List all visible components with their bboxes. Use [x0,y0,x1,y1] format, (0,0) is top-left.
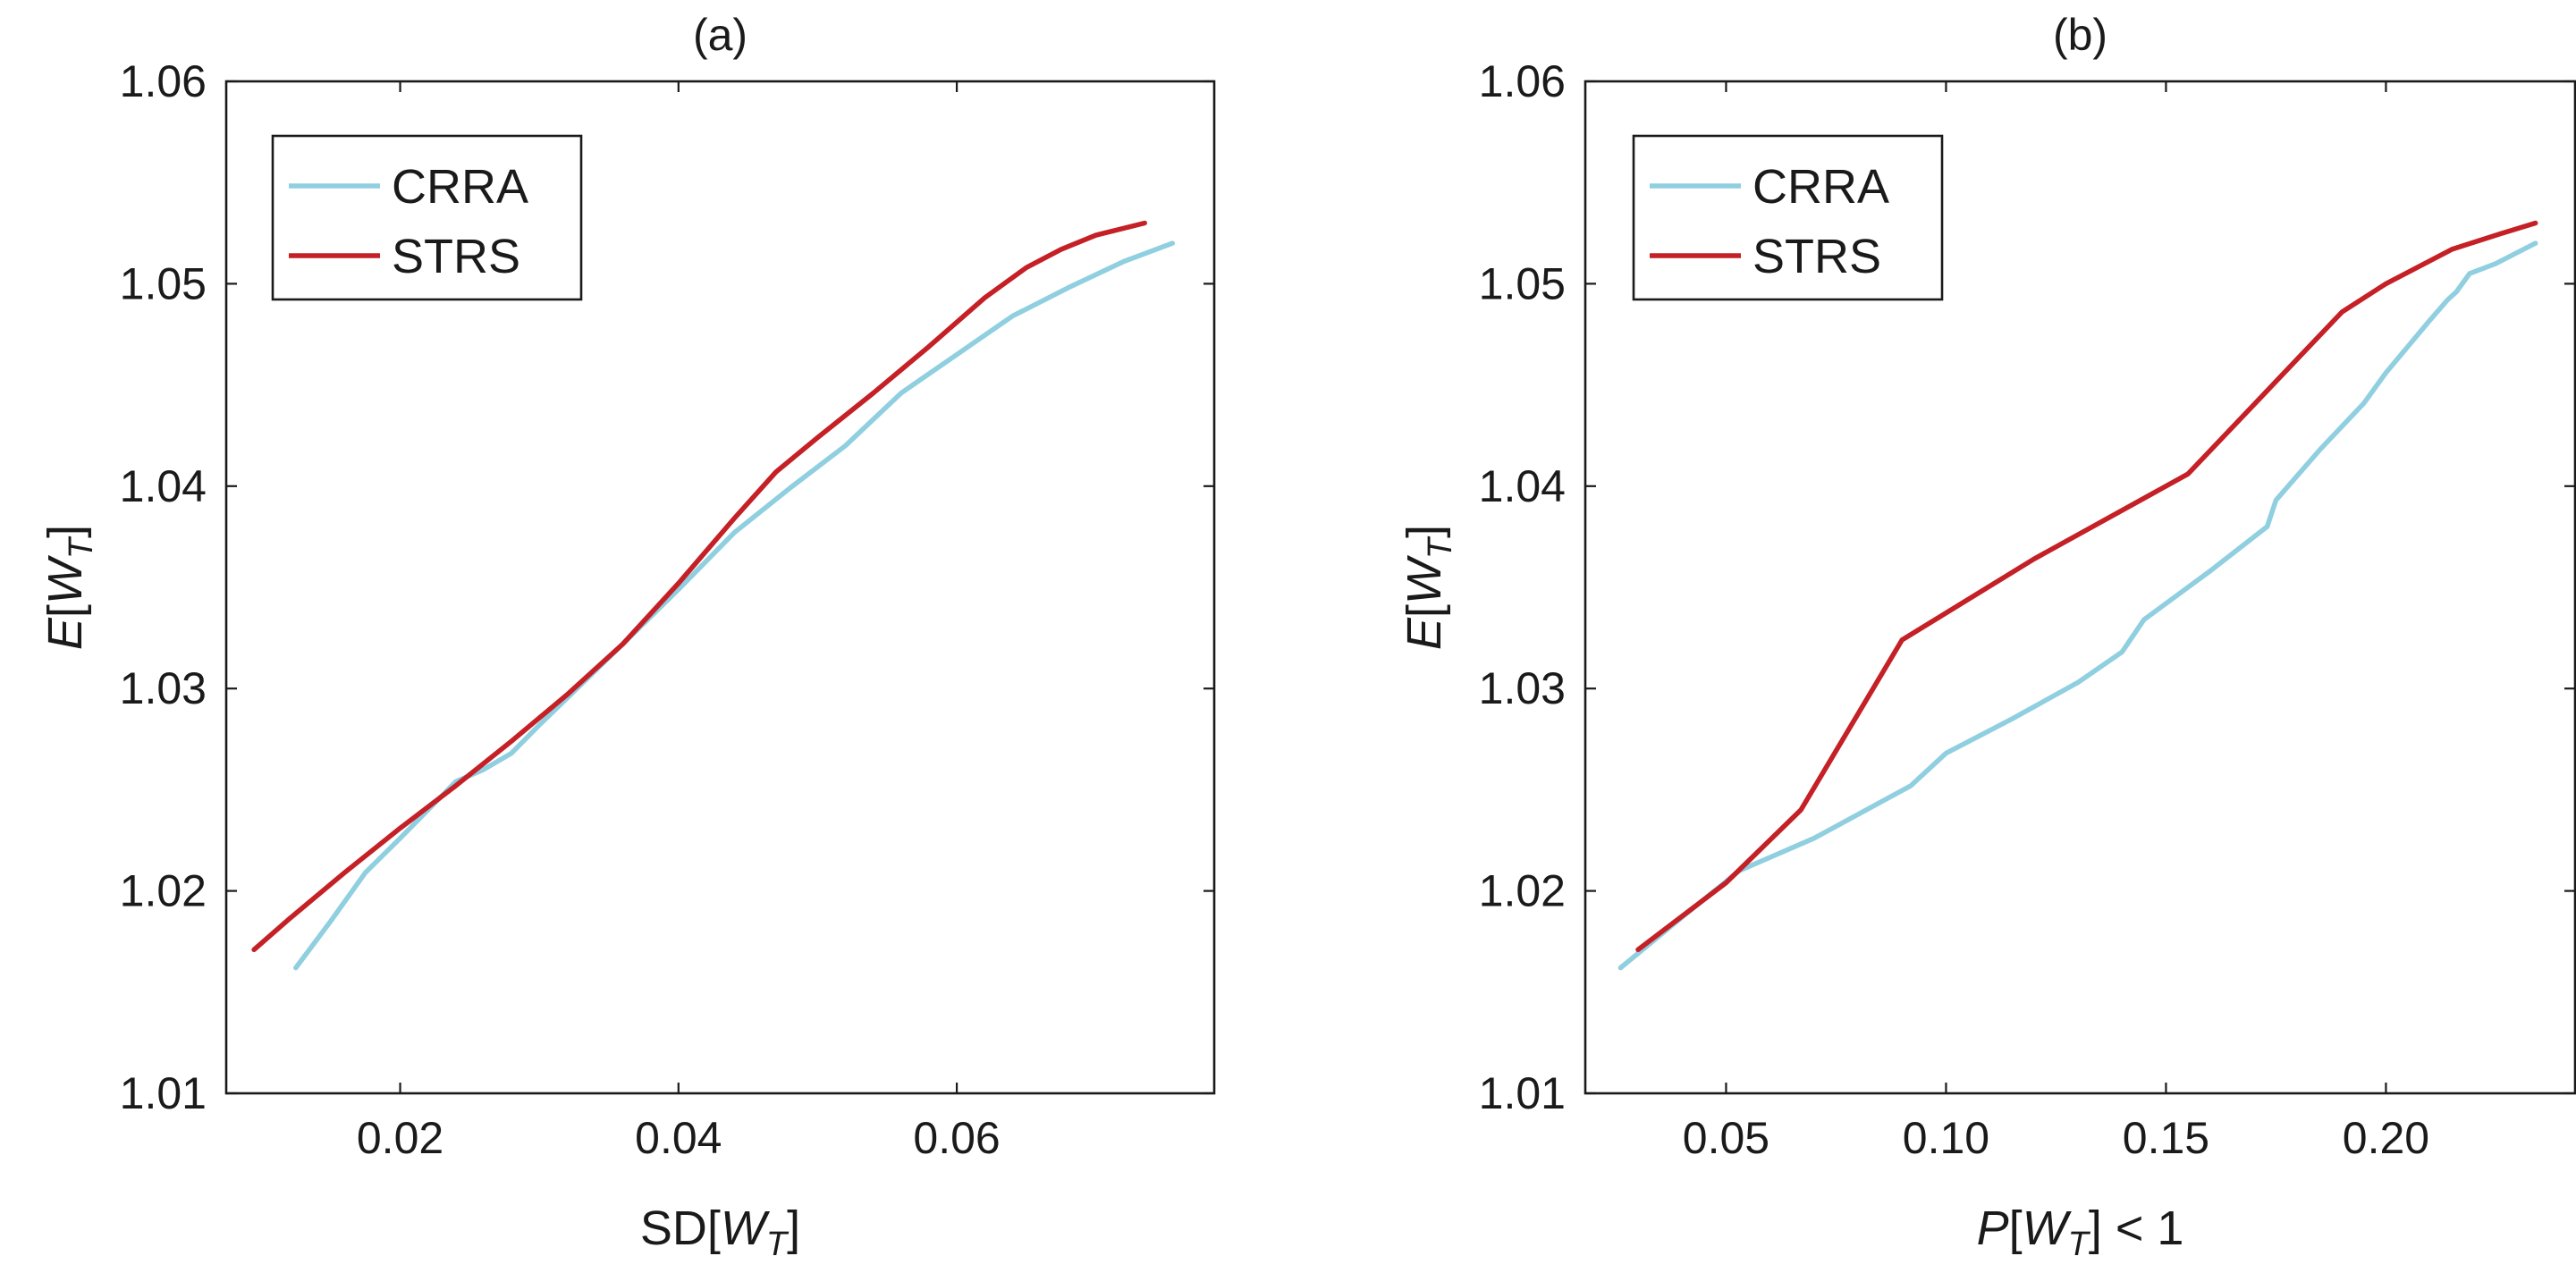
x-axis-label-subscript: T [2068,1226,2091,1263]
panel-title: (a) [693,10,747,60]
series-line-crra [1617,240,2538,971]
y-axis-label-bracket: [ [1398,604,1451,618]
x-axis-label: SD[WT] [640,1201,800,1263]
y-tick-label: 1.06 [120,56,207,106]
x-tick-label: 0.10 [1903,1113,1989,1163]
panel-b: (b) 1.01 1.02 1.03 1.04 1.05 1.06 0.05 0.10 0.15 0… [1398,10,2576,1263]
x-axis-label-variable-2: W [2023,1201,2073,1255]
x-axis-label-subscript: T [766,1226,790,1263]
y-axis-label-bracket: [ [38,604,92,618]
y-axis-label-variable-2: W [38,554,92,604]
legend-label-strs: STRS [392,230,520,283]
series-line-strs [251,220,1147,953]
y-tick-label: 1.05 [120,258,207,308]
y-tick-label: 1.02 [120,866,207,916]
y-axis-label-suffix: ] [1398,525,1451,538]
x-tick-label: 0.02 [357,1113,443,1163]
y-tick-label: 1.04 [120,461,207,511]
y-tick-label: 1.01 [1479,1068,1566,1118]
x-axis-label-prefix: SD[ [640,1201,721,1255]
x-tick-label: 0.05 [1683,1113,1769,1163]
series-line-crra [293,240,1176,971]
x-axis-label-suffix: ] < 1 [2089,1201,2184,1255]
series-line-strs [1635,220,2538,953]
y-axis-label-suffix: ] [38,525,92,538]
y-axis-label-variable: E [38,617,92,650]
plot-area-frame [1584,80,2576,1095]
x-axis-label: P[WT] < 1 [1977,1201,2184,1263]
legend: CRRA STRS [271,134,583,301]
y-tick-label: 1.01 [120,1068,207,1118]
y-axis-label-subscript: T [1422,535,1459,559]
x-axis-label-suffix: ] [787,1201,800,1255]
x-axis-label-bracket: [ [2009,1201,2023,1255]
y-axis-label-subscript: T [63,535,100,559]
y-axis-label: E[WT] [38,525,100,650]
x-tick-label: 0.15 [2123,1113,2209,1163]
legend-box [1632,134,1944,301]
plot-area-frame [224,80,1216,1095]
y-tick-label: 1.02 [1479,866,1566,916]
panel-title: (b) [2053,10,2107,60]
y-axis-label: E[WT] [1398,525,1459,650]
y-tick-label: 1.06 [1479,56,1566,106]
legend-label-crra: CRRA [392,160,528,214]
y-axis-label-variable-2: W [1398,554,1451,604]
x-tick-label: 0.20 [2343,1113,2429,1163]
x-tick-label: 0.06 [913,1113,1000,1163]
legend: CRRA STRS [1632,134,1944,301]
x-axis-label-variable: P [1977,1201,2009,1255]
x-tick-label: 0.04 [635,1113,722,1163]
y-axis-label-variable: E [1398,617,1451,650]
y-tick-label: 1.03 [120,663,207,713]
y-tick-label: 1.03 [1479,663,1566,713]
legend-label-crra: CRRA [1753,160,1889,214]
x-axis-label-variable: W [721,1201,771,1255]
legend-box [271,134,583,301]
panel-a: (a) 1.01 1.02 1.03 1.04 1.05 1.06 0.02 0.04 0.06 S… [38,10,1216,1263]
legend-label-strs: STRS [1753,230,1881,283]
y-tick-label: 1.05 [1479,258,1566,308]
y-tick-label: 1.04 [1479,461,1566,511]
